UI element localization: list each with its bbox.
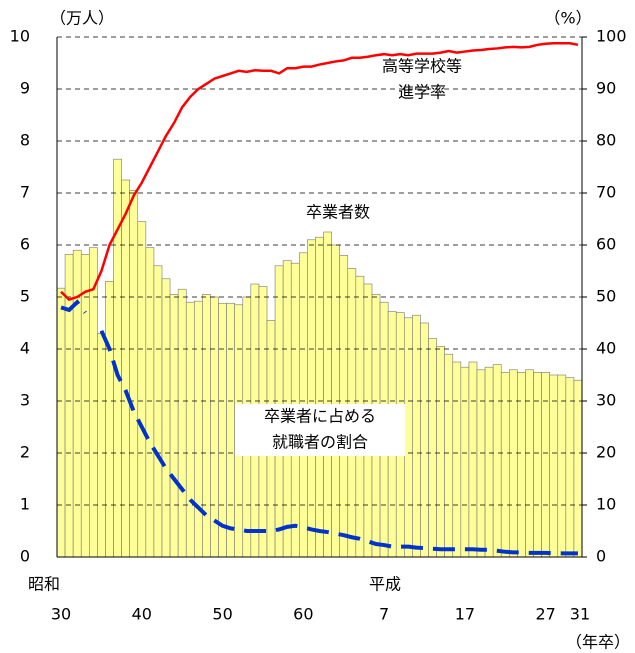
bar — [226, 302, 235, 558]
bar — [565, 377, 575, 558]
y2-tick-label: 30 — [596, 391, 616, 410]
bar — [557, 374, 567, 558]
bar — [476, 369, 486, 558]
bar — [484, 366, 494, 558]
x-tick-label: 50 — [212, 605, 232, 624]
era-label: 昭和 — [28, 575, 60, 594]
bar — [113, 158, 122, 558]
y-tick-label: 5 — [20, 287, 30, 306]
bar — [307, 239, 316, 558]
dashed-line — [60, 299, 578, 556]
bar — [460, 366, 470, 558]
bar — [541, 372, 550, 558]
bar — [56, 287, 66, 558]
y-tick-label: 7 — [20, 183, 30, 202]
bar — [177, 288, 187, 558]
bar — [80, 254, 90, 558]
bar — [210, 296, 219, 558]
y-unit: （万人） — [50, 9, 114, 28]
bar — [452, 361, 462, 558]
y2-tick-label: 70 — [596, 183, 616, 202]
line — [60, 41, 579, 302]
bar — [492, 364, 502, 558]
bar — [436, 346, 445, 558]
y-tick-label: 10 — [10, 27, 30, 46]
y2-tick-label: 80 — [596, 131, 616, 150]
bar — [153, 265, 163, 558]
x-tick-label: 27 — [535, 605, 555, 624]
annotation-bg — [235, 404, 405, 456]
bar — [468, 361, 478, 558]
y2-tick-label: 0 — [596, 547, 606, 566]
x-tick-label: 7 — [379, 605, 389, 624]
x-tick-label: 30 — [51, 605, 71, 624]
y2-tick-label: 60 — [596, 235, 616, 254]
x-tick-label: 17 — [455, 605, 475, 624]
bar — [420, 322, 429, 558]
x-tick-label: 60 — [293, 605, 313, 624]
y2-tick-label: 10 — [596, 495, 616, 514]
y-tick-label: 1 — [20, 495, 30, 514]
y2-tick-label: 100 — [596, 27, 627, 46]
bar — [517, 372, 526, 558]
y-tick-label: 2 — [20, 443, 30, 462]
bar — [185, 301, 195, 558]
annotation: 高等学校等 — [382, 57, 462, 76]
bar — [444, 353, 454, 558]
bar — [218, 302, 227, 558]
bar — [549, 374, 559, 558]
bar — [509, 369, 518, 558]
bar — [105, 281, 114, 558]
annotation: 就職者の割合 — [272, 433, 368, 452]
bar — [500, 372, 510, 558]
bar — [89, 247, 98, 558]
x-tick-label: 40 — [132, 605, 152, 624]
bar — [428, 338, 437, 558]
annotation: 進学率 — [398, 83, 446, 102]
y2-tick-label: 50 — [596, 287, 616, 306]
bar — [145, 247, 155, 558]
bar — [97, 333, 106, 558]
bar — [323, 231, 332, 558]
bar — [412, 314, 421, 558]
y2-tick-label: 40 — [596, 339, 616, 358]
y-tick-label: 4 — [20, 339, 30, 358]
annotation: 卒業者に占める — [264, 407, 376, 426]
bar — [202, 294, 211, 558]
x-unit: （年卒） — [566, 633, 630, 652]
bar — [161, 278, 171, 558]
bar — [137, 221, 147, 558]
bar — [573, 379, 583, 558]
bar — [404, 317, 413, 558]
x-tick-label: 31 — [570, 605, 590, 624]
y-tick-label: 8 — [20, 131, 30, 150]
y2-tick-label: 90 — [596, 79, 616, 98]
bar — [525, 369, 534, 558]
y-tick-label: 9 — [20, 79, 30, 98]
y-tick-label: 3 — [20, 391, 30, 410]
annotation: 卒業者数 — [306, 203, 370, 222]
bar — [169, 294, 179, 558]
y2-unit: （%） — [544, 9, 591, 28]
bar — [315, 236, 324, 558]
y-tick-label: 0 — [20, 547, 30, 566]
bar — [194, 300, 203, 558]
bar — [533, 372, 542, 558]
bar — [121, 179, 130, 558]
era-label: 平成 — [369, 575, 401, 594]
y-tick-label: 6 — [20, 235, 30, 254]
y2-tick-label: 20 — [596, 443, 616, 462]
